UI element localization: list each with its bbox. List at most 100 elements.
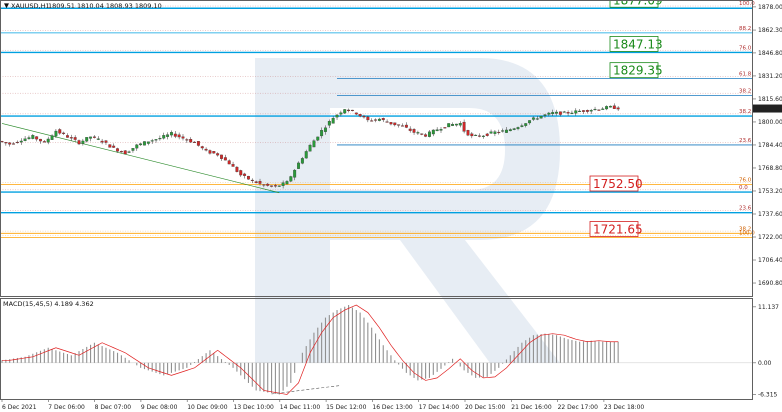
candle-body (462, 121, 466, 132)
fib-label: 76.0 (739, 45, 752, 51)
candle-body (597, 109, 601, 111)
candle-body (185, 139, 189, 141)
candle-body (431, 129, 435, 135)
candle-body (335, 114, 339, 118)
candle-body (89, 136, 93, 139)
y-tick-label: 1878.00 (758, 4, 782, 11)
candle-body (46, 138, 50, 143)
x-tick-label: 10 Dec 09:00 (187, 404, 228, 411)
candle-body (131, 148, 135, 151)
candle-body (139, 143, 143, 146)
y-tick-label: 1784.40 (758, 142, 782, 149)
candle-body (435, 129, 439, 132)
candle-body (254, 181, 258, 184)
candle-body (374, 119, 377, 121)
candle-body (497, 131, 501, 134)
candle-body (608, 105, 612, 108)
candle-body (166, 134, 170, 137)
y-tick-label: 1800.00 (758, 119, 782, 126)
candle-body (327, 121, 331, 126)
current-price-tag (752, 104, 782, 113)
candle-body (85, 137, 89, 142)
candle-body (512, 128, 516, 130)
candle-body (146, 141, 150, 144)
candle-body (150, 140, 154, 142)
candle-body (547, 112, 551, 115)
candle-body (297, 162, 300, 169)
candle-body (370, 120, 374, 122)
candle-body (270, 185, 274, 187)
candle-body (481, 135, 485, 137)
candle-body (543, 114, 547, 116)
candle-body (300, 158, 304, 164)
candle-body (223, 157, 227, 161)
candle-body (173, 133, 177, 137)
candle-body (62, 132, 66, 134)
candle-body (8, 142, 12, 145)
y-tick-label: 1722.00 (758, 234, 782, 241)
x-tick-label: 6 Dec 2021 (2, 404, 37, 411)
x-tick-label: 17 Dec 14:00 (419, 404, 460, 411)
y-tick-label: 1768.80 (758, 165, 782, 172)
fib-label: 100.0 (739, 231, 755, 237)
candle-body (381, 118, 385, 121)
y-tick-label: 1831.20 (758, 73, 782, 80)
candle-body (162, 135, 166, 139)
fib-label: 38.2 (739, 109, 751, 115)
y-tick-label: 1690.80 (758, 280, 782, 287)
y-tick-label: 1815.60 (758, 96, 782, 103)
candle-body (247, 175, 250, 180)
candle-body (508, 129, 512, 132)
candle-body (189, 139, 193, 143)
candle-body (585, 109, 589, 112)
candle-body (505, 129, 508, 133)
candle-body (108, 144, 112, 148)
candle-body (104, 140, 108, 143)
candle-body (428, 131, 431, 137)
trend-line (1, 123, 280, 194)
candle-body (39, 138, 42, 142)
price-panel-border (0, 0, 753, 297)
macd-panel-border (0, 298, 753, 400)
candle-body (54, 130, 58, 137)
candle-body (250, 179, 254, 182)
macd-series (1, 304, 752, 395)
candle-body (73, 137, 77, 140)
y-tick-label: 1862.30 (758, 27, 782, 34)
candle-body (58, 129, 62, 134)
candle-body (605, 106, 609, 110)
candle-body (401, 125, 404, 127)
candle-body (501, 130, 505, 132)
level-price-label: 1752.50 (593, 177, 643, 191)
candle-body (493, 131, 497, 134)
candle-body (451, 124, 455, 126)
fib-label: 38.2 (739, 226, 751, 232)
fib-label: 38.2 (739, 88, 751, 94)
candle-body (566, 112, 570, 114)
candle-body (119, 151, 123, 153)
candle-body (416, 132, 420, 134)
x-tick-label: 9 Dec 08:00 (141, 404, 178, 411)
candle-body (123, 150, 127, 155)
candle-body (389, 122, 393, 125)
candle-body (112, 145, 116, 148)
candle-body (589, 110, 593, 112)
candle-body (69, 137, 73, 139)
candle-body (350, 109, 354, 112)
symbol-arrow-icon[interactable]: ▼ (4, 2, 9, 10)
candle-body (127, 151, 131, 153)
candle-body (393, 122, 397, 126)
candle-body (273, 185, 277, 187)
candle-body (354, 112, 358, 115)
x-tick-label: 16 Dec 13:00 (372, 404, 413, 411)
candle-body (551, 112, 555, 115)
candle-body (616, 107, 620, 110)
candle-body (204, 148, 208, 151)
candle-body (15, 141, 19, 144)
candle-body (531, 117, 535, 120)
candle-body (116, 148, 119, 152)
y-tick-label: 1846.80 (758, 50, 782, 57)
candle-body (312, 140, 316, 148)
candle-body (478, 135, 481, 137)
level-price-box (589, 221, 639, 237)
